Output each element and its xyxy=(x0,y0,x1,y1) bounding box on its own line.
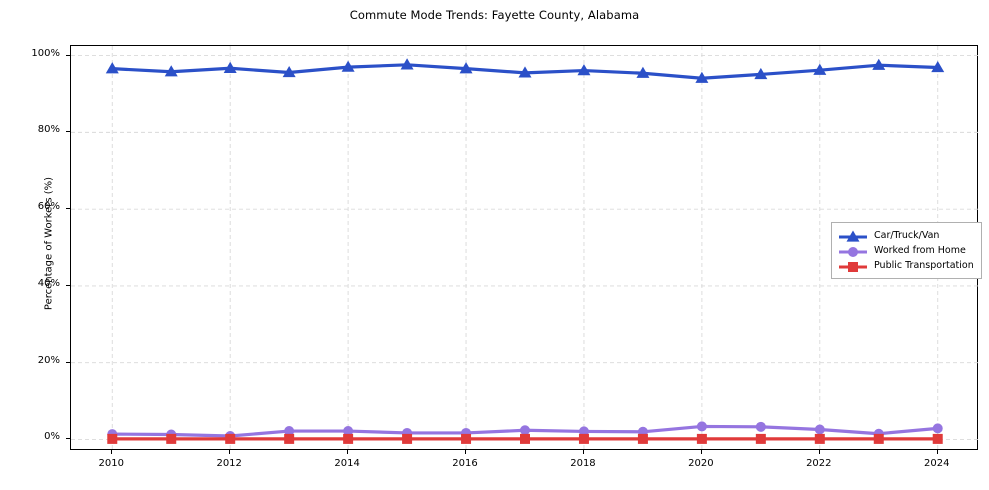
y-axis-tick-label: 80% xyxy=(37,124,60,136)
x-axis-tick-mark xyxy=(818,450,820,454)
data-point-marker xyxy=(696,421,707,432)
data-point-marker xyxy=(754,67,768,80)
y-axis-tick-label: 40% xyxy=(37,277,60,289)
x-axis-tick-label: 2022 xyxy=(806,458,832,469)
legend-item-2[interactable]: Public Transportation xyxy=(838,258,974,273)
plot-svg xyxy=(71,46,979,451)
data-point-marker xyxy=(932,433,943,444)
x-axis-tick-label: 2016 xyxy=(452,458,478,469)
y-axis-tick-label: 100% xyxy=(31,47,60,59)
data-point-marker xyxy=(341,60,355,72)
y-axis-tick-mark xyxy=(66,361,70,363)
data-point-marker xyxy=(636,66,650,78)
legend-marker-icon xyxy=(846,230,860,242)
data-point-marker xyxy=(520,425,530,436)
data-point-marker xyxy=(695,71,709,83)
data-point-marker xyxy=(459,62,473,74)
data-point-marker xyxy=(282,65,296,78)
data-point-marker xyxy=(402,433,413,444)
y-axis-tick-mark xyxy=(66,284,70,286)
series-markers xyxy=(105,58,945,444)
x-axis-tick-mark xyxy=(700,450,702,454)
legend-marker-icon xyxy=(848,246,858,257)
x-axis-tick-mark xyxy=(347,450,349,454)
x-axis-tick-label: 2020 xyxy=(688,458,714,469)
data-point-marker xyxy=(813,63,827,75)
y-axis-tick-label: 0% xyxy=(44,431,60,443)
data-point-marker xyxy=(225,433,236,444)
legend-swatch-icon xyxy=(838,229,868,243)
data-point-marker xyxy=(696,433,707,444)
y-axis-tick-mark xyxy=(66,131,70,133)
data-point-marker xyxy=(518,66,532,78)
data-point-marker xyxy=(814,424,825,435)
y-axis-tick-mark xyxy=(66,208,70,210)
data-point-marker xyxy=(931,60,945,73)
data-point-marker xyxy=(577,64,591,76)
legend-item-1[interactable]: Worked from Home xyxy=(838,243,974,258)
data-point-marker xyxy=(755,433,766,444)
data-point-marker xyxy=(932,423,943,434)
data-point-marker xyxy=(107,433,118,444)
chart-title: Commute Mode Trends: Fayette County, Ala… xyxy=(349,8,640,22)
data-point-marker xyxy=(814,433,825,444)
data-point-marker xyxy=(755,421,766,432)
data-point-marker xyxy=(343,433,354,444)
plot-area xyxy=(70,45,979,451)
x-axis-tick-mark xyxy=(582,450,584,454)
data-point-marker xyxy=(873,433,884,444)
x-axis-tick-label: 2024 xyxy=(923,458,950,469)
data-point-marker xyxy=(343,426,354,437)
data-point-marker xyxy=(284,426,295,437)
data-point-marker xyxy=(461,433,472,444)
x-axis-tick-label: 2018 xyxy=(570,458,596,469)
legend-label: Worked from Home xyxy=(874,245,966,256)
data-point-marker xyxy=(164,65,178,77)
series-lines xyxy=(110,63,940,441)
x-axis-tick-label: 2010 xyxy=(98,458,124,469)
chart-legend: Car/Truck/Van Worked from Home Public Tran… xyxy=(831,222,982,279)
x-axis-tick-mark xyxy=(229,450,231,454)
legend-label: Car/Truck/Van xyxy=(874,230,940,241)
data-point-marker xyxy=(400,58,414,70)
x-axis-tick-label: 2014 xyxy=(334,458,360,469)
data-point-marker xyxy=(578,433,589,444)
x-axis-tick-mark xyxy=(111,450,113,454)
y-axis-tick-mark xyxy=(66,438,70,440)
x-axis-tick-label: 2012 xyxy=(216,458,242,469)
data-point-marker xyxy=(284,433,295,444)
data-point-marker xyxy=(223,61,237,73)
legend-marker-icon xyxy=(848,261,858,272)
data-point-marker xyxy=(105,62,119,74)
x-axis-tick-mark xyxy=(465,450,467,454)
data-point-marker xyxy=(872,58,886,70)
y-axis-tick-label: 60% xyxy=(37,201,60,213)
y-axis-tick-label: 20% xyxy=(37,354,60,366)
legend-item-0[interactable]: Car/Truck/Van xyxy=(838,228,974,243)
data-point-marker xyxy=(520,433,530,444)
data-point-marker xyxy=(637,433,648,444)
x-axis-tick-mark xyxy=(936,450,938,454)
data-point-marker xyxy=(166,433,177,444)
y-axis-tick-mark xyxy=(66,54,70,56)
legend-label: Public Transportation xyxy=(874,260,974,271)
y-axis-label: Percentage of Workers (%) xyxy=(43,176,55,311)
legend-swatch-icon xyxy=(838,244,868,258)
legend-swatch-icon xyxy=(838,259,868,273)
